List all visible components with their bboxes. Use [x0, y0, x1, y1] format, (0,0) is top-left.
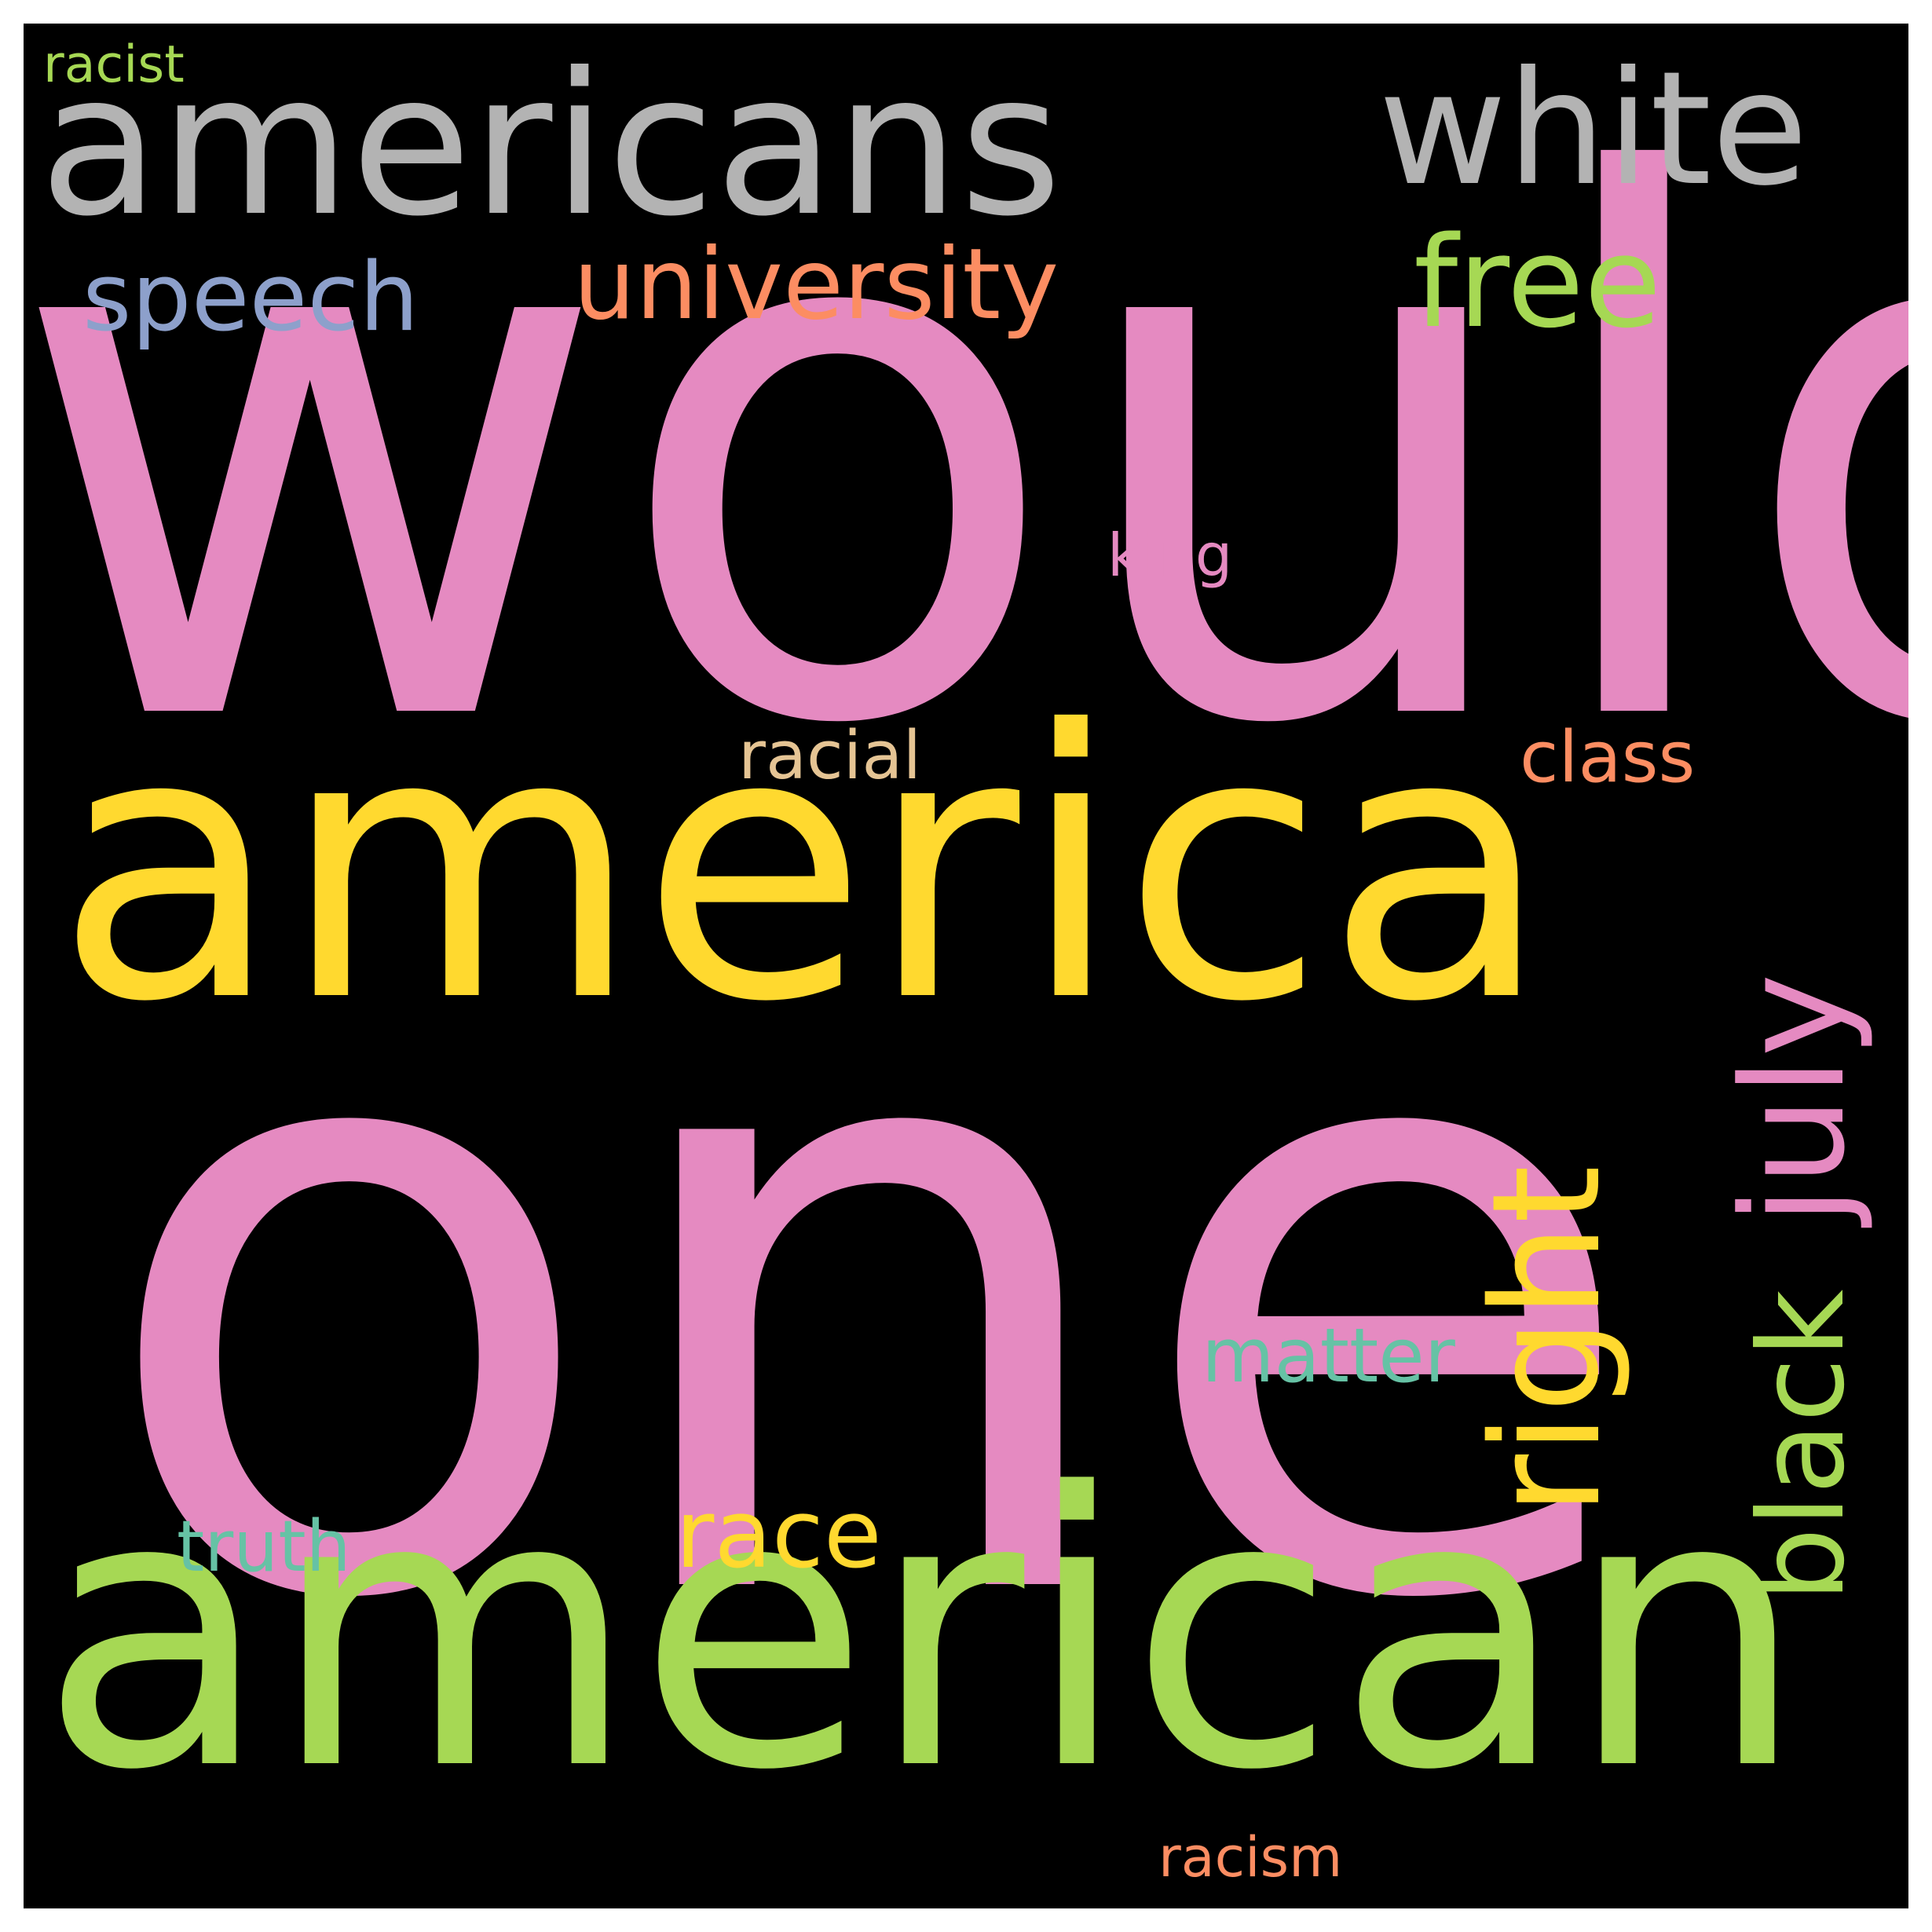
- word-cloud-canvas: would one america american americans whi…: [24, 24, 1908, 1908]
- word-america: america: [55, 653, 1552, 1082]
- word-matter: matter: [1202, 1313, 1455, 1400]
- word-july: july: [1712, 973, 1876, 1225]
- word-truth: truth: [177, 1506, 351, 1588]
- word-white: white: [1378, 38, 1809, 221]
- word-university: university: [573, 228, 1059, 342]
- word-racism: racism: [1158, 1825, 1343, 1890]
- word-free: free: [1414, 209, 1662, 356]
- word-speech: speech: [82, 243, 419, 353]
- word-racist: racist: [43, 35, 185, 94]
- word-race: race: [675, 1480, 882, 1590]
- word-king: king: [1107, 521, 1233, 590]
- word-american: american: [39, 1414, 1806, 1853]
- word-racial: racial: [738, 717, 922, 795]
- word-americans: americans: [39, 31, 1063, 259]
- word-right[interactable]: right: [1460, 1165, 1634, 1516]
- word-class: class: [1520, 716, 1696, 799]
- word-black: black: [1734, 1289, 1871, 1602]
- word-one: one: [94, 811, 1644, 1780]
- word-would: would: [24, 25, 1908, 885]
